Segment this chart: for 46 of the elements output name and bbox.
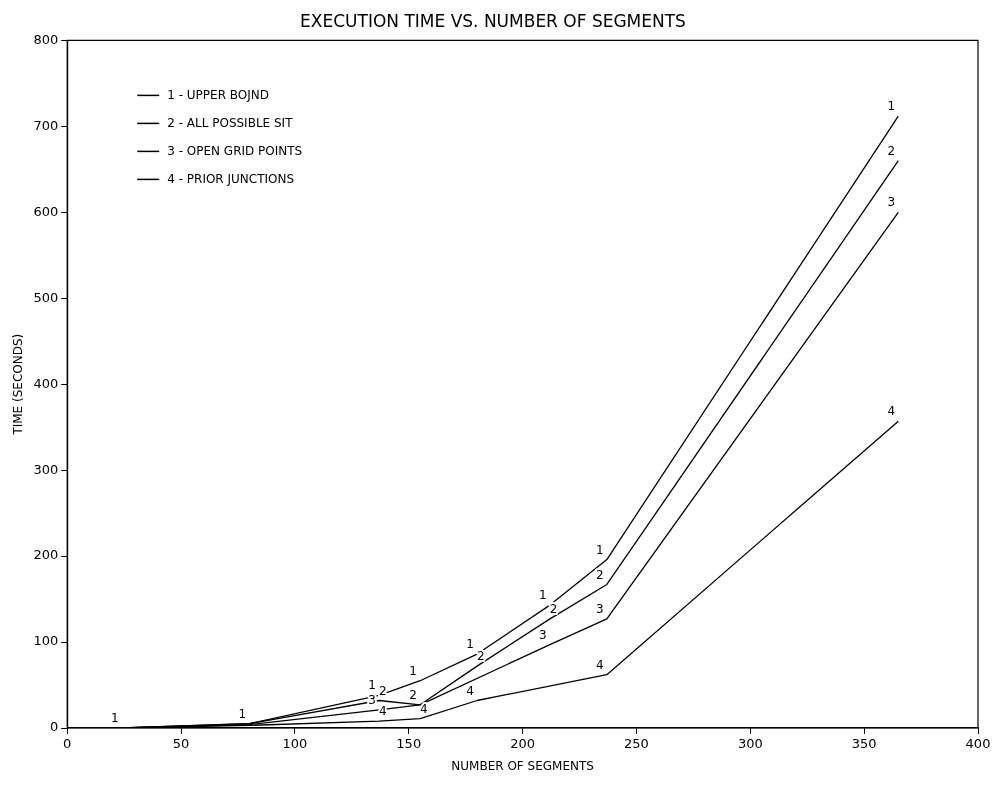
x-tick-label: 50 — [172, 736, 190, 752]
annotation: 3 — [539, 627, 547, 642]
annotation: 1 — [539, 588, 547, 603]
annotation: 3 — [887, 195, 896, 210]
annotation: 3 — [596, 601, 604, 616]
annotation: 1 — [238, 706, 247, 721]
annotation: 1 — [596, 542, 604, 557]
annotation: 1 — [887, 99, 896, 114]
y-tick-label: 500 — [33, 289, 59, 305]
y-axis-title: TIME (SECONDS) — [11, 333, 26, 436]
legend-label: 3 - OPEN GRID POINTS — [167, 143, 303, 158]
y-tick-label: 100 — [33, 633, 59, 649]
annotation: 2 — [409, 687, 417, 702]
y-tick-label: 800 — [33, 31, 59, 47]
y-tick-label: 200 — [33, 547, 59, 563]
x-tick-label: 300 — [737, 736, 763, 752]
x-tick-label: 100 — [282, 736, 308, 752]
annotation: 4 — [596, 657, 604, 672]
annotation: 1 — [409, 663, 417, 678]
annotation: 2 — [476, 649, 485, 664]
y-tick-label: 0 — [49, 719, 59, 735]
x-axis-title: NUMBER OF SEGMENTS — [451, 758, 594, 773]
chart-title: EXECUTION TIME VS. NUMBER OF SEGMENTS — [300, 10, 686, 31]
y-tick-label: 600 — [33, 203, 59, 219]
annotation: 4 — [887, 404, 896, 419]
annotation: 1 — [368, 678, 376, 693]
annotation: 2 — [887, 143, 896, 158]
y-tick-label: 300 — [33, 461, 59, 477]
x-tick-label: 0 — [63, 736, 72, 752]
annotation: 1 — [466, 637, 474, 652]
annotation: 2 — [549, 601, 558, 616]
y-tick-label: 400 — [33, 375, 59, 391]
annotation: 2 — [378, 683, 387, 698]
annotation: 4 — [419, 701, 428, 716]
y-tick-label: 700 — [33, 117, 59, 133]
x-tick-label: 150 — [396, 736, 422, 752]
legend-label: 4 - PRIOR JUNCTIONS — [167, 171, 295, 186]
legend-label: 1 - UPPER BOJND — [167, 87, 270, 102]
legend-label: 2 - ALL POSSIBLE SIT — [167, 115, 294, 130]
x-tick-label: 200 — [510, 736, 536, 752]
x-tick-label: 250 — [624, 736, 649, 752]
annotation: 4 — [466, 683, 474, 698]
x-tick-label: 350 — [851, 736, 877, 752]
annotation: 2 — [596, 567, 604, 582]
annotation: 1 — [111, 711, 119, 726]
x-tick-label: 400 — [965, 736, 991, 752]
